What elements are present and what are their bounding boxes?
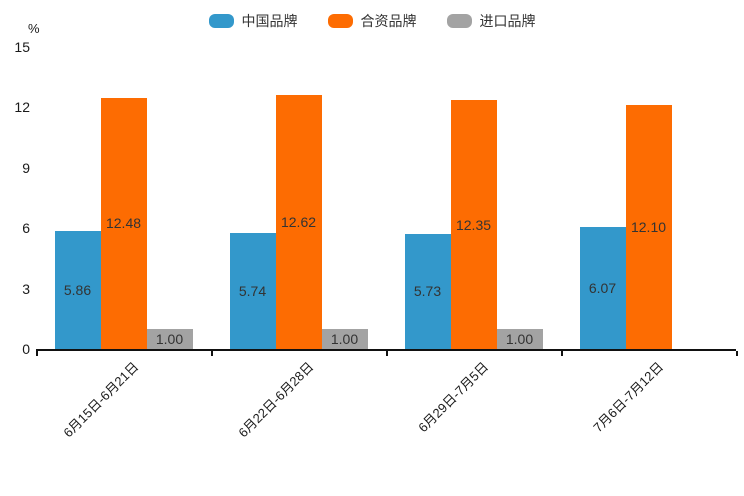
legend-item-2[interactable]: 进口品牌 — [446, 13, 536, 29]
bar-value-label-合资品牌-group-1: 12.62 — [280, 213, 317, 230]
x-axis-tick-4 — [736, 351, 738, 356]
bar-合资品牌-group-1[interactable] — [275, 94, 322, 349]
bar-value-label-进口品牌-group-2: 1.00 — [505, 330, 534, 347]
x-category-label-3: 7月6日-7月12日 — [590, 359, 667, 436]
legend-label-2: 进口品牌 — [479, 13, 536, 29]
bar-中国品牌-group-1[interactable] — [229, 233, 276, 349]
bar-value-label-进口品牌-group-1: 1.00 — [330, 330, 359, 347]
x-axis-tick-0 — [36, 351, 38, 356]
legend-swatch-icon-0 — [208, 14, 234, 28]
bar-合资品牌-group-0[interactable] — [100, 97, 147, 349]
y-tick-label-3: 3 — [22, 280, 30, 297]
legend-label-0: 中国品牌 — [241, 13, 298, 29]
bar-进口品牌-group-0[interactable] — [146, 328, 193, 349]
bar-value-label-中国品牌-group-3: 6.07 — [588, 279, 617, 296]
bar-value-label-进口品牌-group-0: 1.00 — [155, 330, 184, 347]
bar-value-label-合资品牌-group-2: 12.35 — [455, 216, 492, 233]
bar-进口品牌-group-1[interactable] — [321, 328, 368, 349]
bar-value-label-中国品牌-group-2: 5.73 — [413, 283, 442, 300]
x-axis-tick-3 — [561, 351, 563, 356]
bar-中国品牌-group-3[interactable] — [579, 226, 626, 349]
bar-合资品牌-group-2[interactable] — [450, 100, 497, 349]
x-category-label-1: 6月22日-6月28日 — [235, 359, 317, 441]
bar-进口品牌-group-2[interactable] — [496, 328, 543, 349]
y-tick-label-9: 9 — [22, 159, 30, 176]
y-axis-unit-label: % — [28, 21, 40, 36]
legend-swatch-icon-1 — [327, 14, 353, 28]
x-axis-tick-1 — [211, 351, 213, 356]
x-axis-line — [36, 349, 736, 351]
x-axis-tick-2 — [386, 351, 388, 356]
y-tick-label-15: 15 — [14, 39, 30, 55]
legend-item-1[interactable]: 合资品牌 — [327, 13, 417, 29]
bar-中国品牌-group-2[interactable] — [404, 233, 451, 349]
y-tick-label-0: 0 — [22, 341, 30, 357]
x-category-label-2: 6月29日-7月5日 — [415, 359, 492, 436]
bar-合资品牌-group-3[interactable] — [625, 105, 672, 349]
y-tick-label-12: 12 — [14, 99, 30, 116]
bar-value-label-中国品牌-group-0: 5.86 — [63, 282, 92, 298]
bar-value-label-中国品牌-group-1: 5.74 — [238, 283, 267, 300]
bar-value-label-合资品牌-group-3: 12.10 — [630, 219, 667, 236]
legend-swatch-icon-2 — [446, 14, 472, 28]
x-category-label-0: 6月15日-6月21日 — [60, 359, 142, 441]
y-tick-label-6: 6 — [22, 220, 30, 237]
legend: 中国品牌 合资品牌 进口品牌 — [0, 13, 744, 29]
bar-中国品牌-group-0[interactable] — [54, 231, 101, 349]
legend-label-1: 合资品牌 — [360, 13, 417, 29]
legend-item-0[interactable]: 中国品牌 — [208, 13, 298, 29]
bar-value-label-合资品牌-group-0: 12.48 — [105, 215, 142, 232]
